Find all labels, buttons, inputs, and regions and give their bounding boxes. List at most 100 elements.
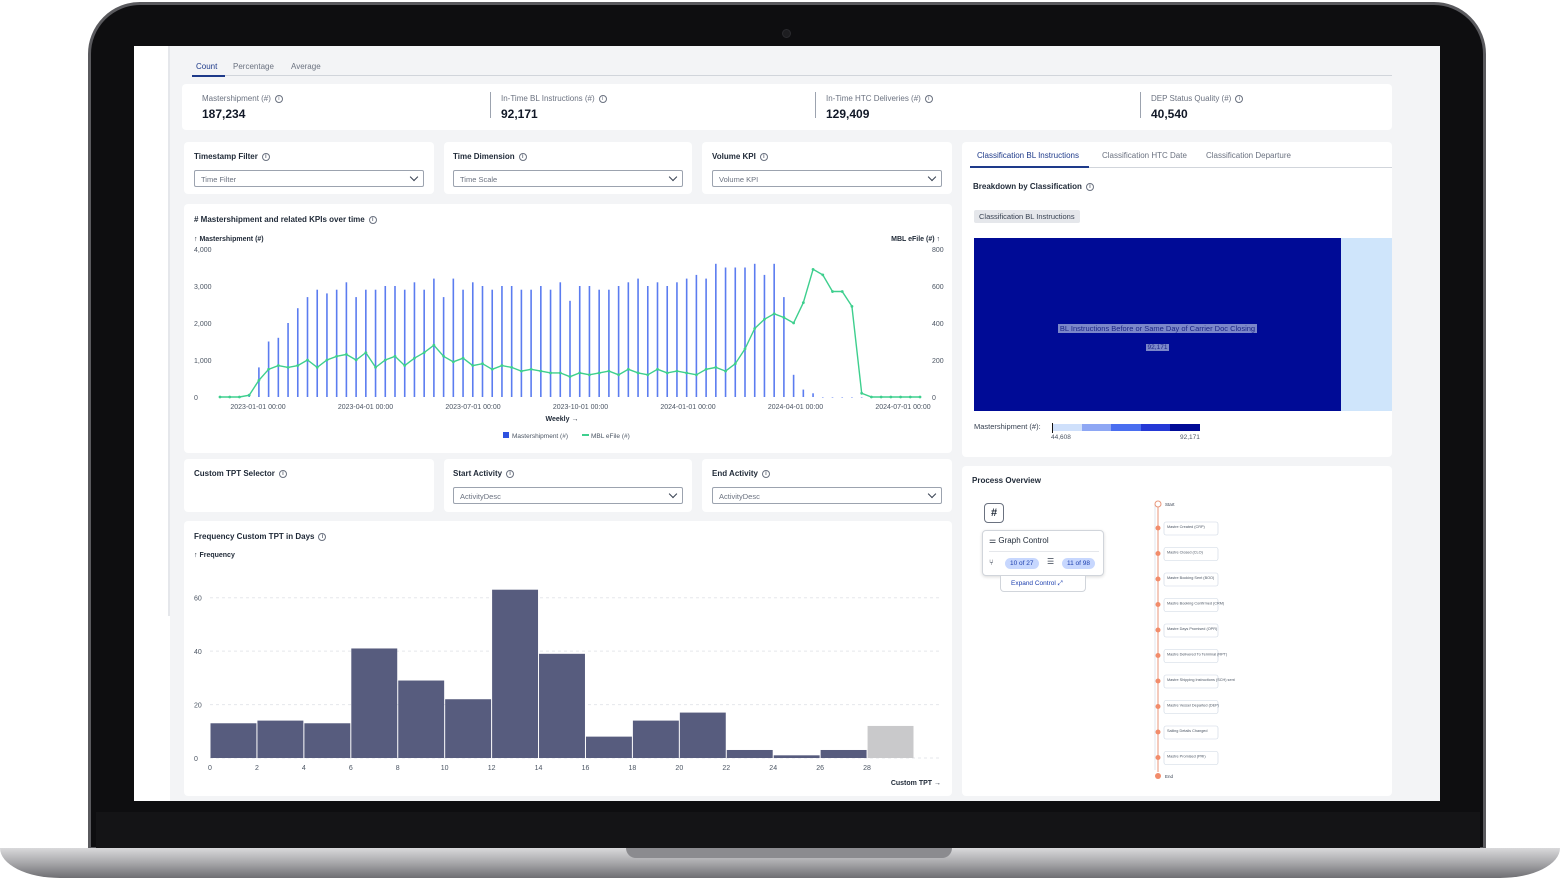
connections-pill[interactable]: 11 of 98 xyxy=(1062,558,1096,569)
mbl-efile-point[interactable] xyxy=(821,273,825,277)
mbl-efile-point[interactable] xyxy=(354,358,358,362)
mbl-efile-point[interactable] xyxy=(218,395,222,399)
mastershipment-bar[interactable] xyxy=(403,289,406,397)
mbl-efile-point[interactable] xyxy=(588,373,591,377)
mastershipment-bar[interactable] xyxy=(326,293,328,397)
info-icon[interactable]: i xyxy=(518,152,527,161)
mbl-efile-point[interactable] xyxy=(607,369,611,373)
tab-count[interactable]: Count xyxy=(196,62,218,71)
mbl-efile-point[interactable] xyxy=(694,373,698,377)
histogram-bar[interactable] xyxy=(585,736,632,758)
mastershipment-bar[interactable] xyxy=(860,397,863,398)
mbl-efile-point[interactable] xyxy=(364,351,368,354)
tab-classification-bl[interactable]: Classification BL Instructions xyxy=(977,151,1079,160)
mastershipment-bar[interactable] xyxy=(627,282,630,397)
mastershipment-bar[interactable] xyxy=(569,300,571,397)
mastershipment-bar[interactable] xyxy=(413,282,416,397)
mbl-efile-point[interactable] xyxy=(335,354,339,358)
mastershipment-bar[interactable] xyxy=(685,278,688,397)
mastershipment-bar[interactable] xyxy=(306,297,309,397)
mbl-efile-point[interactable] xyxy=(422,351,426,354)
activity-node[interactable] xyxy=(1163,598,1219,612)
mbl-efile-point[interactable] xyxy=(617,373,621,377)
mbl-efile-point[interactable] xyxy=(568,375,572,379)
tab-percentage[interactable]: Percentage xyxy=(233,62,274,71)
histogram-bar[interactable] xyxy=(398,680,445,758)
mastershipment-bar[interactable] xyxy=(471,282,474,397)
mbl-efile-point[interactable] xyxy=(743,347,747,351)
mbl-efile-point[interactable] xyxy=(257,378,261,382)
mbl-efile-point[interactable] xyxy=(481,362,484,366)
mbl-efile-point[interactable] xyxy=(869,395,873,399)
mbl-efile-point[interactable] xyxy=(374,366,377,369)
mbl-efile-point[interactable] xyxy=(753,327,757,330)
tab-average[interactable]: Average xyxy=(291,62,321,71)
mastershipment-bar[interactable] xyxy=(851,397,853,398)
histogram-bar[interactable] xyxy=(492,589,539,758)
mastershipment-bar[interactable] xyxy=(501,286,503,397)
mastershipment-bar[interactable] xyxy=(559,282,562,397)
mbl-efile-point[interactable] xyxy=(879,395,883,399)
start-activity-select[interactable]: ActivityDesc xyxy=(453,487,683,504)
mastershipment-bar[interactable] xyxy=(715,263,717,397)
mastershipment-bar[interactable] xyxy=(540,286,542,397)
mbl-efile-point[interactable] xyxy=(860,391,864,395)
info-icon[interactable]: i xyxy=(278,469,287,478)
mbl-efile-point[interactable] xyxy=(918,395,922,399)
time-dimension-select[interactable]: Time Scale xyxy=(453,170,683,187)
volume-kpi-select[interactable]: Volume KPI xyxy=(712,170,942,187)
mastershipment-bar[interactable] xyxy=(481,286,484,397)
tab-classification-departure[interactable]: Classification Departure xyxy=(1206,151,1291,160)
info-icon[interactable]: i xyxy=(274,94,283,103)
info-icon[interactable]: i xyxy=(368,215,377,224)
left-scrollbar[interactable] xyxy=(168,46,170,616)
mastershipment-bar[interactable] xyxy=(598,289,600,397)
activity-node[interactable] xyxy=(1163,751,1219,765)
mastershipment-bar[interactable] xyxy=(296,308,299,397)
activity-node[interactable] xyxy=(1163,700,1219,714)
mastershipment-bar[interactable] xyxy=(802,389,805,397)
mbl-efile-point[interactable] xyxy=(665,371,669,375)
histogram-bar[interactable] xyxy=(820,749,867,758)
mastershipment-bar[interactable] xyxy=(442,297,445,397)
activities-pill[interactable]: 10 of 27 xyxy=(1005,558,1039,569)
mbl-efile-point[interactable] xyxy=(306,358,309,362)
mastershipment-bar[interactable] xyxy=(676,282,678,397)
mastershipment-bar[interactable] xyxy=(345,282,348,397)
mbl-efile-point[interactable] xyxy=(840,290,844,293)
mastershipment-bar[interactable] xyxy=(646,286,649,397)
info-icon[interactable]: i xyxy=(761,469,770,478)
mastershipment-bar[interactable] xyxy=(520,289,523,397)
mbl-efile-point[interactable] xyxy=(315,366,319,369)
mbl-efile-point[interactable] xyxy=(461,356,465,360)
mbl-efile-point[interactable] xyxy=(811,267,815,271)
activity-node[interactable] xyxy=(1163,623,1219,638)
mbl-efile-point[interactable] xyxy=(471,364,475,367)
mbl-efile-point[interactable] xyxy=(675,369,679,373)
mbl-efile-point[interactable] xyxy=(510,366,514,369)
mbl-efile-point[interactable] xyxy=(383,358,387,362)
mbl-efile-point[interactable] xyxy=(724,369,727,373)
mastershipment-bar[interactable] xyxy=(724,267,727,398)
mastershipment-bar[interactable] xyxy=(617,286,620,397)
tab-classification-htc[interactable]: Classification HTC Date xyxy=(1102,151,1187,160)
mastershipment-bar[interactable] xyxy=(831,397,834,398)
mbl-efile-point[interactable] xyxy=(636,371,640,375)
mastershipment-bar[interactable] xyxy=(695,274,698,397)
mastershipment-bar[interactable] xyxy=(394,286,396,397)
info-icon[interactable]: i xyxy=(598,94,607,103)
mbl-efile-point[interactable] xyxy=(413,356,416,360)
mastershipment-bar[interactable] xyxy=(355,297,357,397)
mastershipment-bar[interactable] xyxy=(841,397,844,398)
mbl-efile-point[interactable] xyxy=(247,393,251,397)
mbl-efile-point[interactable] xyxy=(597,371,601,375)
mastershipment-bar[interactable] xyxy=(549,289,552,397)
mastershipment-bar[interactable] xyxy=(578,286,581,397)
info-icon[interactable]: i xyxy=(261,152,270,161)
mastershipment-bar[interactable] xyxy=(792,374,795,397)
mbl-efile-point[interactable] xyxy=(685,371,689,375)
end-activity-select[interactable]: ActivityDesc xyxy=(712,487,942,504)
mastershipment-bar[interactable] xyxy=(773,263,775,397)
mastershipment-bar[interactable] xyxy=(588,286,591,397)
mastershipment-bar[interactable] xyxy=(365,289,367,397)
